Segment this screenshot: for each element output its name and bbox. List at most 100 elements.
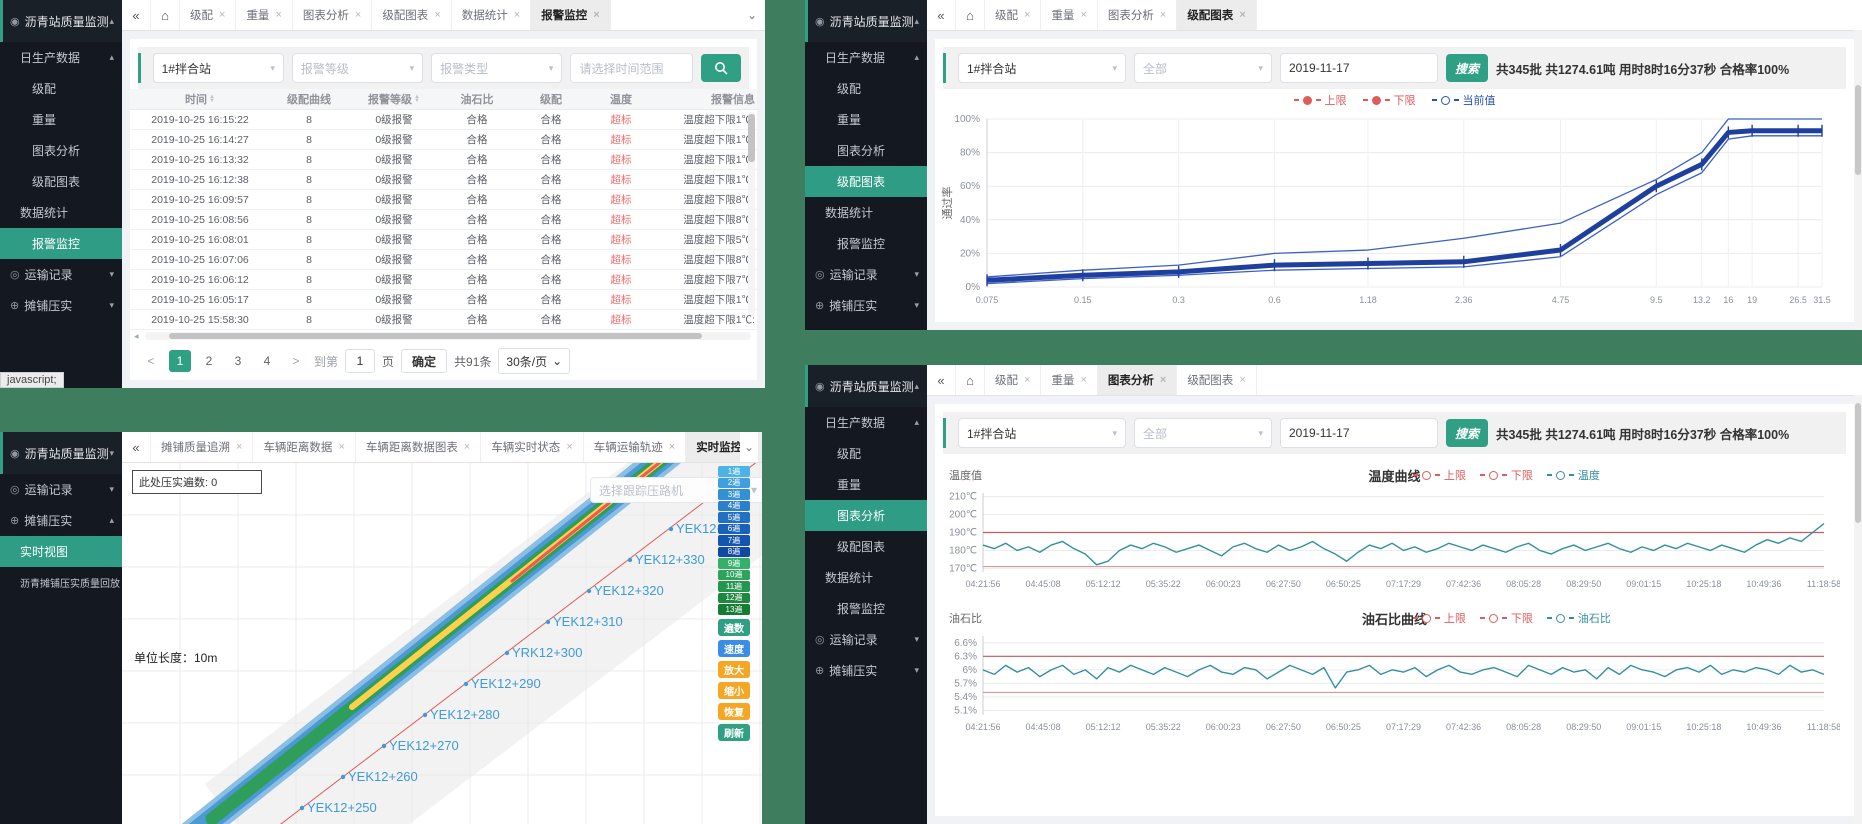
- legend-item[interactable]: 油石比: [1546, 610, 1611, 626]
- sidebar-item[interactable]: ◎ 运输记录 ▾: [0, 259, 122, 290]
- pass-legend-chip[interactable]: 1遍: [718, 466, 750, 477]
- tab[interactable]: 图表分析 ×: [1098, 0, 1178, 30]
- sidebar-item[interactable]: 报警监控: [805, 593, 927, 624]
- sidebar-item[interactable]: ⊕ 摊铺压实 ▾: [805, 290, 927, 321]
- table-row[interactable]: 2019-10-25 16:14:27 8 0级报警 合格 合格 超标 温度超下限1℃:: [130, 130, 757, 150]
- close-icon[interactable]: ×: [593, 9, 600, 21]
- station-select[interactable]: 1#拌合站 ▾: [152, 53, 284, 83]
- sidebar-item[interactable]: 级配: [805, 73, 927, 104]
- sidebar-item[interactable]: 重量: [805, 469, 927, 500]
- tab[interactable]: 重量 ×: [236, 0, 293, 30]
- tab[interactable]: 图表分析 ×: [293, 0, 373, 30]
- sidebar-item[interactable]: ⊕ 摊铺压实 ▾: [805, 655, 927, 686]
- tab[interactable]: 重量 ×: [1041, 365, 1098, 395]
- map-tool-button[interactable]: 刷新: [718, 723, 750, 741]
- table-row[interactable]: 2019-10-25 16:06:12 8 0级报警 合格 合格 超标 温度超下限7℃:: [130, 270, 757, 290]
- station-select[interactable]: 1#拌合站 ▾: [958, 418, 1126, 448]
- alarm-type-select[interactable]: 报警类型 ▾: [431, 53, 563, 83]
- pass-legend-chip[interactable]: 4遍: [718, 500, 750, 511]
- scrollbar-thumb[interactable]: [748, 114, 755, 162]
- sidebar-item[interactable]: 日生产数据 ▴: [805, 42, 927, 73]
- map-tool-button[interactable]: 放大: [718, 660, 750, 678]
- page-button[interactable]: 2: [205, 354, 213, 368]
- close-icon[interactable]: ×: [1024, 9, 1031, 21]
- sidebar-item[interactable]: 级配图表: [805, 166, 927, 197]
- sidebar-header[interactable]: ◉ 沥青站质量监测 ▾: [0, 432, 122, 474]
- table-row[interactable]: 2019-10-25 16:12:38 8 0级报警 合格 合格 超标 温度超下限1℃:: [130, 170, 757, 190]
- panel-scrollbar[interactable]: [1854, 30, 1862, 330]
- sidebar-item[interactable]: 级配图表: [805, 531, 927, 562]
- table-vertical-scrollbar[interactable]: [748, 112, 755, 315]
- tab[interactable]: 级配图表 ×: [372, 0, 452, 30]
- map-tool-button[interactable]: 遍数: [718, 618, 750, 636]
- table-row[interactable]: 2019-10-25 16:13:32 8 0级报警 合格 合格 超标 温度超下限1℃:: [130, 150, 757, 170]
- home-icon[interactable]: ⌂: [151, 0, 180, 30]
- tab[interactable]: 级配图表 ×: [1177, 0, 1257, 30]
- legend-item[interactable]: 下限: [1479, 610, 1533, 626]
- page-button[interactable]: 3: [234, 354, 242, 368]
- sidebar-header[interactable]: ◉ 沥青站质量监测 ▴: [0, 0, 122, 42]
- close-icon[interactable]: ×: [1024, 374, 1031, 386]
- table-row[interactable]: 2019-10-25 15:58:30 8 0级报警 合格 合格 超标 温度超下限1℃:: [130, 310, 757, 330]
- table-horizontal-scrollbar[interactable]: [144, 332, 751, 340]
- tab[interactable]: 级配图表 ×: [1177, 365, 1257, 395]
- search-button[interactable]: [701, 54, 742, 82]
- pass-legend-chip[interactable]: 7遍: [718, 535, 750, 546]
- scrollbar-thumb[interactable]: [1855, 85, 1861, 175]
- pass-legend-chip[interactable]: 2遍: [718, 477, 750, 488]
- search-button[interactable]: 搜索: [1446, 419, 1489, 447]
- sidebar-item[interactable]: ◎ 运输记录 ▾: [0, 474, 122, 505]
- sidebar-item[interactable]: 报警监控: [0, 228, 122, 259]
- close-icon[interactable]: ×: [1080, 9, 1087, 21]
- sidebar-item[interactable]: ⊕ 摊铺压实 ▾: [0, 290, 122, 321]
- collapse-icon[interactable]: «: [122, 432, 151, 462]
- sort-icon[interactable]: ▲ ▼: [414, 94, 420, 104]
- tab[interactable]: 图表分析 ×: [1097, 365, 1178, 395]
- map-tool-button[interactable]: 缩小: [718, 681, 750, 699]
- tab[interactable]: 车辆距离数据图表 ×: [356, 432, 482, 462]
- sidebar-item[interactable]: 数据统计: [0, 197, 122, 228]
- table-row[interactable]: 2019-10-25 16:08:56 8 0级报警 合格 合格 超标 温度超下限8℃:: [130, 210, 757, 230]
- sidebar-item[interactable]: 数据统计: [805, 197, 927, 228]
- pass-legend-chip[interactable]: 8遍: [718, 546, 750, 557]
- page-button[interactable]: 4: [263, 354, 271, 368]
- sort-icon[interactable]: ▲ ▼: [209, 94, 215, 104]
- date-input[interactable]: 2019-11-17: [1280, 53, 1438, 83]
- legend-item[interactable]: 上限: [1293, 92, 1347, 108]
- home-icon[interactable]: ⌂: [956, 0, 985, 30]
- pass-counter-input[interactable]: 此处压实遍数: 0: [132, 470, 262, 494]
- pass-legend-chip[interactable]: 12遍: [718, 592, 750, 603]
- close-icon[interactable]: ×: [275, 9, 282, 21]
- table-row[interactable]: 2019-10-25 16:07:06 8 0级报警 合格 合格 超标 温度超下限8℃:: [130, 250, 757, 270]
- tab[interactable]: 级配 ×: [985, 365, 1042, 395]
- legend-item[interactable]: 下限: [1362, 92, 1416, 108]
- sidebar-item[interactable]: 报警监控: [805, 228, 927, 259]
- sidebar-item[interactable]: 级配: [805, 438, 927, 469]
- scope-select[interactable]: 全部 ▾: [1134, 53, 1272, 83]
- legend-item[interactable]: 上限: [1412, 467, 1466, 483]
- map-tool-button[interactable]: 速度: [718, 639, 750, 657]
- close-icon[interactable]: ×: [219, 9, 226, 21]
- close-icon[interactable]: ×: [1159, 9, 1167, 21]
- home-icon[interactable]: ⌂: [956, 365, 985, 395]
- close-icon[interactable]: ×: [1239, 374, 1246, 386]
- scrollbar-thumb[interactable]: [1855, 403, 1861, 523]
- panel-scrollbar[interactable]: [1854, 395, 1862, 824]
- table-row[interactable]: 2019-10-25 16:08:01 8 0级报警 合格 合格 超标 温度超下限5℃:: [130, 230, 757, 250]
- close-icon[interactable]: ×: [236, 441, 243, 453]
- legend-item[interactable]: 温度: [1546, 467, 1600, 483]
- date-input[interactable]: 2019-11-17: [1280, 418, 1438, 448]
- tab[interactable]: 车辆实时状态 ×: [481, 432, 584, 462]
- legend-item[interactable]: 上限: [1412, 610, 1466, 626]
- pass-legend-chip[interactable]: 9遍: [718, 558, 750, 569]
- sidebar-item[interactable]: 日生产数据 ▴: [0, 42, 122, 73]
- legend-item[interactable]: 下限: [1479, 467, 1533, 483]
- table-row[interactable]: 2019-10-25 16:09:57 8 0级报警 合格 合格 超标 温度超下限8℃:: [130, 190, 757, 210]
- sidebar-item[interactable]: 重量: [0, 104, 122, 135]
- tab[interactable]: 级配 ×: [985, 0, 1042, 30]
- confirm-button[interactable]: 确定: [401, 349, 448, 373]
- map-tool-button[interactable]: 恢复: [718, 702, 750, 720]
- sidebar-item[interactable]: ⊕ 摊铺压实 ▴: [0, 505, 122, 536]
- pass-legend-chip[interactable]: 6遍: [718, 523, 750, 534]
- sidebar-header[interactable]: ◉ 沥青站质量监测 ▴: [805, 365, 927, 407]
